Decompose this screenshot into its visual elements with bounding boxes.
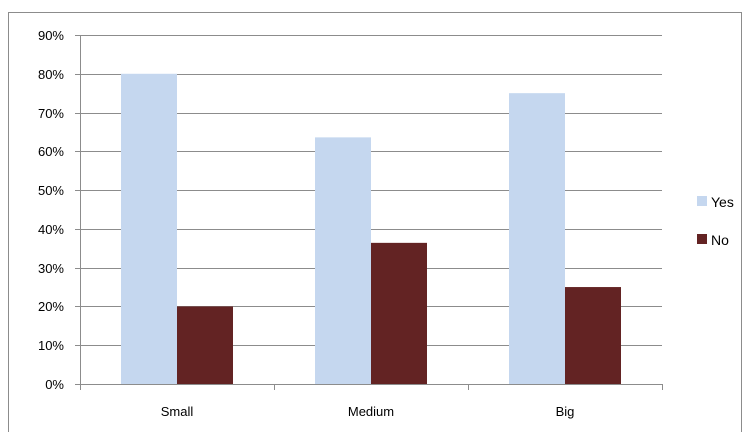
y-tick-label: 50% [38, 183, 64, 198]
legend-swatch-no [697, 234, 707, 244]
y-tick-label: 60% [38, 144, 64, 159]
y-tick-label: 70% [38, 106, 64, 121]
legend: Yes No [697, 194, 734, 248]
bars [121, 73, 621, 385]
y-tick-label: 30% [38, 261, 64, 276]
legend-swatch-yes [697, 196, 707, 206]
bar-no-small [177, 306, 233, 384]
y-tick-label: 20% [38, 299, 64, 314]
x-tick-label: Medium [348, 404, 394, 419]
y-tick-label: 40% [38, 222, 64, 237]
bar-no-big [565, 287, 621, 384]
y-tick-label: 80% [38, 67, 64, 82]
y-tick-label: 10% [38, 338, 64, 353]
x-axis: Small Medium Big [80, 384, 663, 419]
bar-yes-big [509, 93, 565, 385]
legend-label-yes: Yes [711, 194, 734, 210]
legend-label-no: No [711, 232, 729, 248]
y-tick-label: 0% [45, 377, 64, 392]
bar-yes-medium [315, 137, 371, 384]
x-tick-label: Small [161, 404, 194, 419]
bar-yes-small [121, 73, 177, 385]
y-axis: 0% 10% 20% 30% 40% 50% 60% 70% 80% 90% [38, 28, 81, 392]
y-tick-label: 90% [38, 28, 64, 43]
x-tick-label: Big [556, 404, 575, 419]
bar-no-medium [371, 242, 427, 384]
